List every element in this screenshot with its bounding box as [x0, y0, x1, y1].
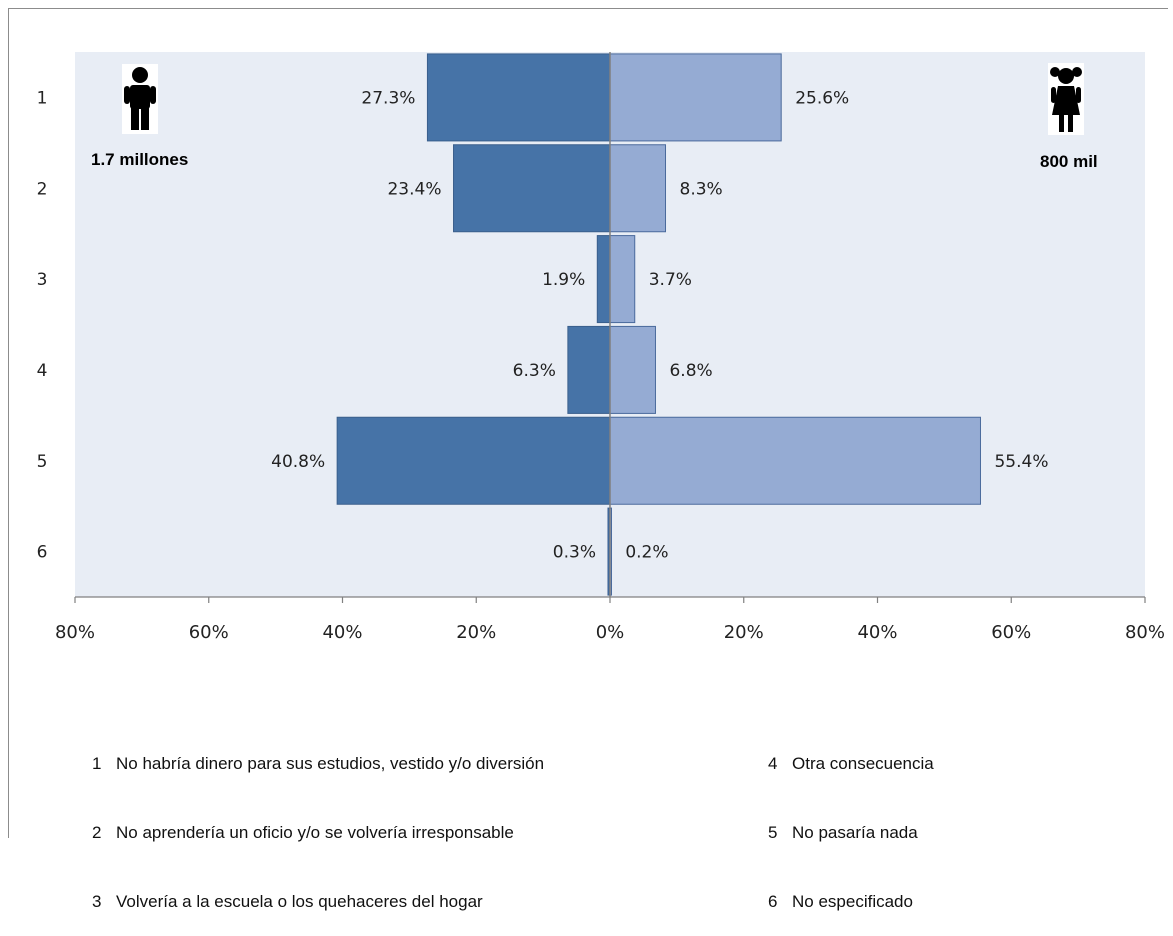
- bar-boys-5: [336, 416, 611, 505]
- legend-item: 6 No especificado: [768, 892, 913, 911]
- legend-left: 1 No habría dinero para sus estudios, ves…: [92, 706, 544, 936]
- bar-boys-1: [426, 53, 611, 142]
- value-label-boys: 23.4%: [387, 179, 441, 199]
- value-label-girls: 0.2%: [625, 543, 668, 563]
- bar-girls-1: [609, 53, 782, 142]
- value-label-girls: 55.4%: [994, 452, 1048, 472]
- category-label: 3: [37, 270, 48, 290]
- legend-item: 3 Volvería a la escuela o los quehaceres …: [92, 892, 483, 911]
- category-labels: 1 2 3 4 5 6: [37, 88, 48, 562]
- value-label-boys: 1.9%: [542, 270, 585, 290]
- x-tick-label: 80%: [1125, 622, 1165, 643]
- bar-girls-2: [609, 144, 667, 233]
- value-label-girls: 6.8%: [669, 361, 712, 381]
- x-tick-label: 0%: [596, 622, 625, 643]
- bar-girls-4: [609, 325, 656, 414]
- value-label-girls: 3.7%: [649, 270, 692, 290]
- legend-item: 5 No pasaría nada: [768, 823, 918, 842]
- x-tick-label: 60%: [991, 622, 1031, 643]
- category-label: 2: [37, 179, 48, 199]
- value-label-boys: 0.3%: [553, 543, 596, 563]
- x-tick-label: 80%: [55, 622, 95, 643]
- x-tick-label: 40%: [857, 622, 897, 643]
- category-label: 4: [37, 361, 48, 381]
- category-label: 5: [37, 452, 48, 472]
- x-tick-label: 20%: [724, 622, 764, 643]
- butterfly-bar-chart: 27.3% 25.6% 23.4% 8.3% 1.9% 3.7% 6.3% 6.8% 40.8%…: [37, 52, 1165, 643]
- category-label: 1: [37, 88, 48, 108]
- girl-icon: [1048, 63, 1084, 135]
- legend-item: 1 No habría dinero para sus estudios, ves…: [92, 754, 545, 773]
- value-label-girls: 25.6%: [795, 88, 849, 108]
- legend-right: 4 Otra consecuencia 5 No pasaría nada 6 No …: [768, 706, 934, 936]
- value-label-boys: 6.3%: [513, 361, 556, 381]
- x-tick-label: 40%: [322, 622, 362, 643]
- x-tick-label: 20%: [456, 622, 496, 643]
- boys-total-caption: 1.7 millones: [91, 150, 189, 169]
- bar-girls-3: [609, 235, 636, 324]
- value-label-boys: 40.8%: [271, 452, 325, 472]
- girls-total-caption: 800 mil: [1040, 152, 1098, 171]
- value-label-boys: 27.3%: [361, 88, 415, 108]
- bar-boys-2: [453, 144, 611, 233]
- category-label: 6: [37, 543, 48, 563]
- series-boys: [336, 53, 611, 596]
- legend-item: 2 No aprendería un oficio y/o se volvería…: [92, 823, 514, 842]
- bar-boys-3: [596, 235, 611, 324]
- bar-boys-4: [567, 325, 611, 414]
- bar-girls-5: [609, 416, 981, 505]
- legend-item: 4 Otra consecuencia: [768, 754, 934, 773]
- x-tick-label: 60%: [189, 622, 229, 643]
- data-labels: 27.3% 25.6% 23.4% 8.3% 1.9% 3.7% 6.3% 6.8% 40.8%…: [271, 88, 1048, 562]
- x-axis: 80% 60% 40% 20% 0% 20% 40% 60% 80%: [55, 52, 1165, 643]
- series-girls: [609, 53, 981, 596]
- value-label-girls: 8.3%: [680, 179, 723, 199]
- boy-icon: [122, 64, 158, 134]
